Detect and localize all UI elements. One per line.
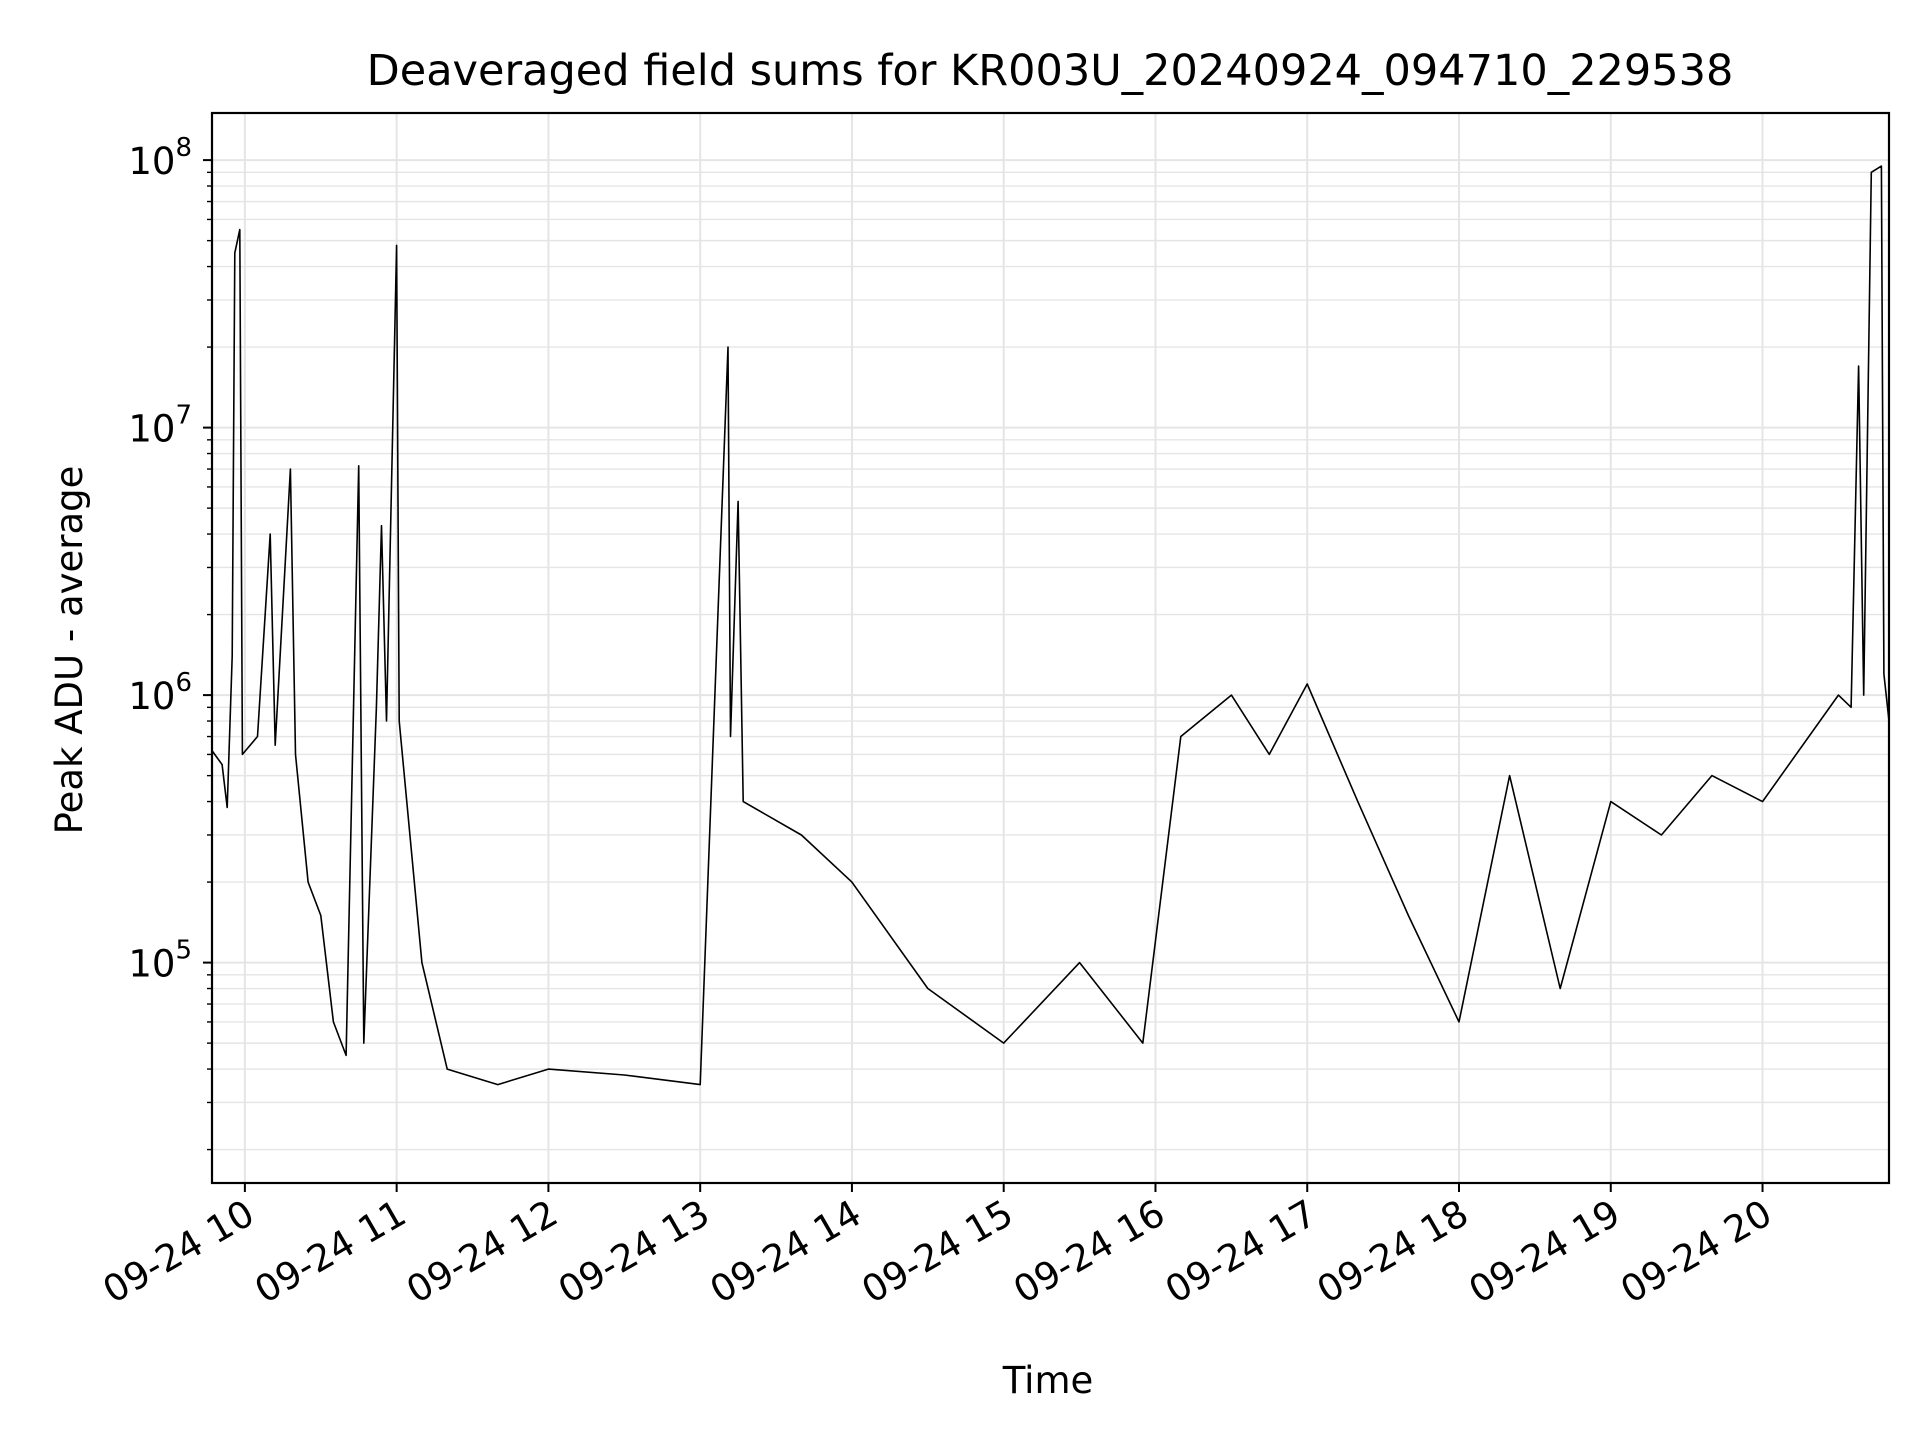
series — [211, 165, 1890, 1086]
grid — [212, 113, 1889, 1183]
plot-frame — [210, 111, 1891, 1185]
y-tick-label: 105 — [128, 936, 192, 986]
chart-title: Deaveraged field sums for KR003U_2024092… — [367, 46, 1734, 96]
series-line — [211, 165, 1890, 1086]
y-axis: 105 106 107 108 — [128, 133, 212, 1151]
y-tick-label: 107 — [128, 401, 192, 451]
y-tick-label: 108 — [128, 133, 192, 183]
y-axis-label: Peak ADU - average — [48, 466, 91, 835]
x-axis-label: Time — [1002, 1359, 1094, 1402]
y-tick-label: 106 — [128, 668, 192, 718]
